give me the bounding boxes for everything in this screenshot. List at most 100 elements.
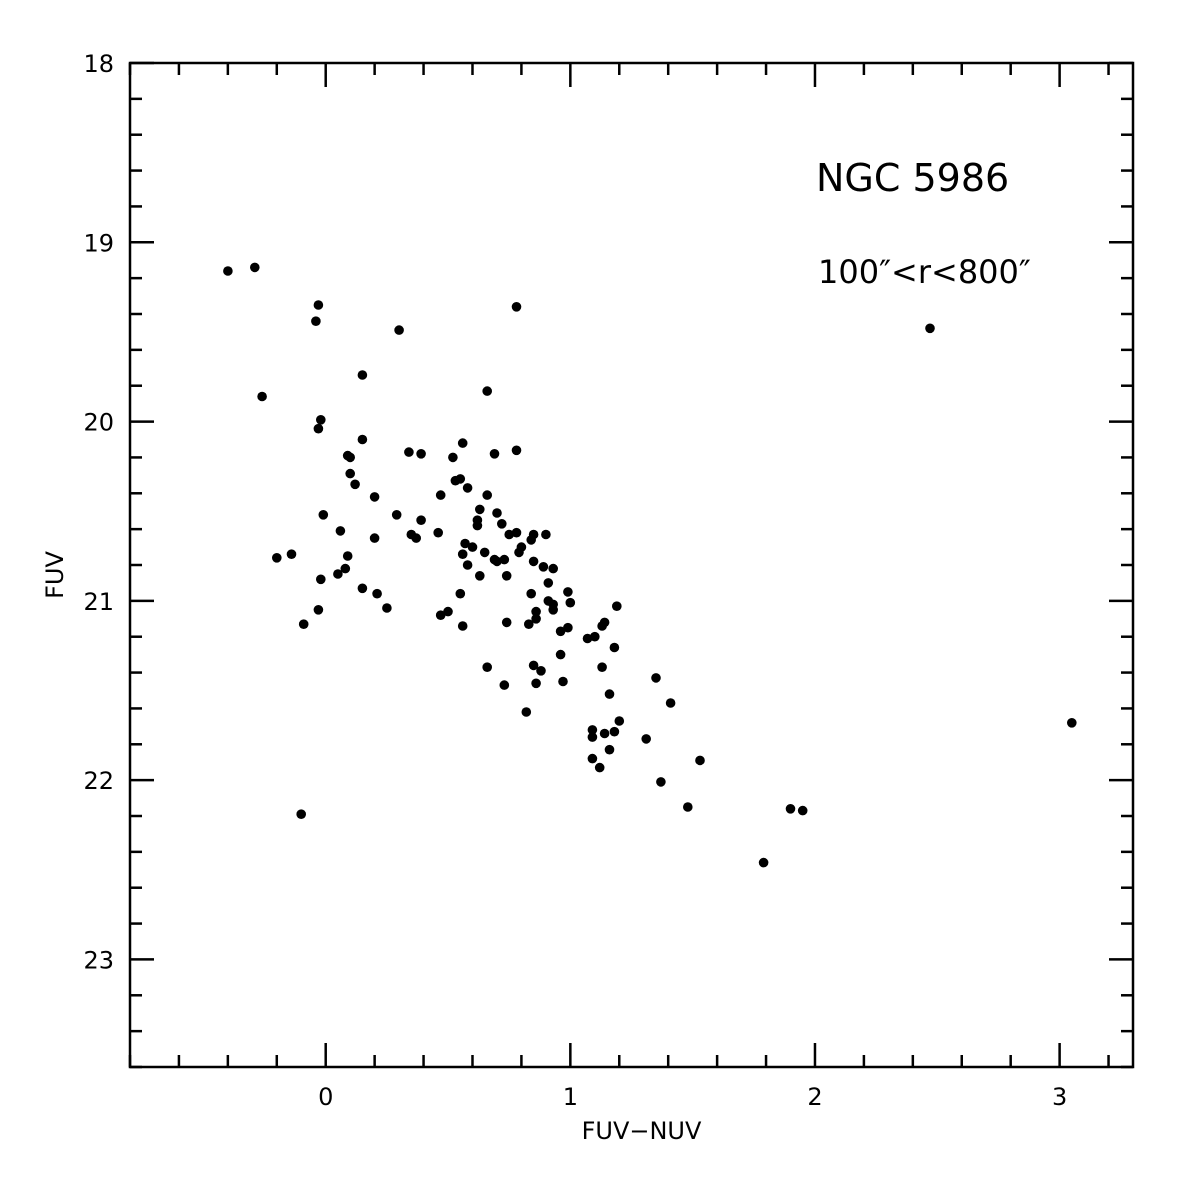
data-point bbox=[257, 391, 267, 402]
data-point bbox=[416, 449, 426, 459]
data-point bbox=[558, 676, 568, 687]
data-point bbox=[369, 533, 380, 543]
data-point bbox=[457, 438, 468, 448]
x-tick-label: 1 bbox=[563, 1083, 578, 1111]
data-point bbox=[797, 805, 808, 816]
data-point bbox=[656, 777, 666, 787]
data-point bbox=[460, 538, 470, 549]
x-axis-label: FUV−NUV bbox=[582, 1117, 702, 1145]
data-point bbox=[599, 728, 610, 739]
data-point bbox=[313, 605, 324, 615]
data-point bbox=[511, 302, 522, 312]
y-tick-label: 22 bbox=[83, 767, 114, 795]
data-point bbox=[311, 316, 321, 327]
data-point bbox=[450, 475, 461, 486]
data-point bbox=[457, 549, 468, 559]
data-point bbox=[524, 619, 534, 629]
data-point bbox=[482, 386, 493, 396]
data-point bbox=[548, 605, 558, 615]
data-point bbox=[538, 562, 549, 572]
data-point bbox=[511, 527, 522, 538]
data-point bbox=[612, 601, 622, 611]
data-point bbox=[531, 606, 541, 617]
y-axis-label: FUV bbox=[41, 551, 69, 599]
data-point bbox=[651, 673, 661, 683]
data-points bbox=[223, 262, 1077, 868]
y-tick-label: 21 bbox=[83, 588, 114, 616]
y-tick-label: 19 bbox=[83, 229, 114, 257]
data-point bbox=[587, 753, 598, 764]
data-point bbox=[475, 504, 485, 515]
data-point bbox=[531, 614, 541, 624]
data-point bbox=[416, 515, 426, 525]
data-point bbox=[467, 542, 478, 552]
data-point bbox=[695, 755, 705, 766]
axis-ticks bbox=[128, 61, 1133, 1069]
data-point bbox=[475, 571, 485, 581]
data-point bbox=[590, 631, 600, 642]
data-point bbox=[501, 571, 512, 581]
data-point bbox=[394, 325, 404, 335]
data-point bbox=[665, 698, 676, 708]
data-point bbox=[555, 649, 566, 660]
data-point bbox=[462, 483, 473, 493]
data-point bbox=[514, 547, 524, 558]
data-point bbox=[223, 266, 233, 276]
data-point bbox=[382, 603, 392, 613]
data-point bbox=[455, 588, 466, 599]
data-point bbox=[587, 732, 598, 742]
data-point bbox=[594, 762, 605, 773]
data-point bbox=[587, 725, 598, 735]
data-point bbox=[641, 734, 651, 744]
data-point bbox=[511, 445, 522, 456]
data-point bbox=[597, 662, 607, 672]
y-tick-label: 20 bbox=[83, 409, 114, 437]
data-point bbox=[448, 452, 458, 463]
data-point bbox=[521, 707, 532, 717]
data-point bbox=[604, 689, 615, 699]
data-point bbox=[298, 619, 309, 629]
data-point bbox=[357, 370, 368, 380]
data-point bbox=[582, 633, 593, 644]
data-point bbox=[340, 563, 351, 574]
x-tick-label: 0 bbox=[318, 1083, 333, 1111]
data-point bbox=[528, 556, 539, 567]
data-point bbox=[526, 535, 536, 545]
data-point bbox=[536, 666, 546, 676]
data-point bbox=[1067, 718, 1077, 728]
data-point bbox=[479, 547, 490, 558]
data-point bbox=[501, 617, 512, 628]
data-point bbox=[342, 551, 353, 561]
data-point bbox=[758, 857, 769, 868]
data-point bbox=[357, 434, 368, 445]
data-point bbox=[489, 449, 500, 459]
data-point bbox=[372, 588, 382, 599]
data-point bbox=[548, 563, 558, 574]
y-tick-label: 18 bbox=[83, 50, 114, 78]
data-point bbox=[683, 802, 693, 812]
data-point bbox=[492, 556, 502, 567]
data-point bbox=[462, 560, 473, 570]
data-point bbox=[435, 490, 446, 500]
data-point bbox=[497, 519, 507, 529]
data-point bbox=[391, 510, 402, 520]
data-point bbox=[482, 490, 493, 500]
data-point bbox=[504, 529, 514, 540]
data-point bbox=[313, 300, 324, 310]
data-point bbox=[313, 423, 324, 434]
data-point bbox=[531, 678, 541, 689]
data-point bbox=[472, 520, 483, 531]
data-point bbox=[609, 642, 620, 653]
data-point bbox=[357, 583, 368, 594]
data-point bbox=[499, 554, 510, 565]
data-point bbox=[443, 606, 453, 617]
x-tick-label: 3 bbox=[1052, 1083, 1067, 1111]
data-point bbox=[350, 479, 360, 490]
data-point bbox=[369, 492, 380, 502]
data-point bbox=[563, 622, 573, 633]
data-point bbox=[565, 597, 576, 608]
data-point bbox=[541, 529, 551, 540]
